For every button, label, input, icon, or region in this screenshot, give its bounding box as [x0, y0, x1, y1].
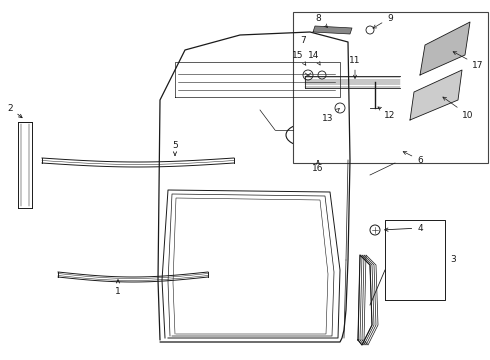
- Text: 5: 5: [172, 140, 178, 155]
- Ellipse shape: [286, 124, 324, 146]
- Text: 7: 7: [300, 36, 306, 45]
- Text: 6: 6: [403, 152, 423, 165]
- Text: 3: 3: [450, 256, 456, 265]
- Text: 13: 13: [322, 108, 340, 122]
- Text: 11: 11: [349, 55, 361, 78]
- Text: 17: 17: [453, 52, 484, 69]
- Bar: [293, 12, 488, 163]
- Polygon shape: [313, 26, 352, 34]
- Text: 10: 10: [443, 97, 474, 120]
- Text: 8: 8: [315, 14, 327, 27]
- Polygon shape: [420, 22, 470, 75]
- Text: 14: 14: [308, 50, 320, 65]
- Polygon shape: [410, 70, 462, 120]
- Text: 4: 4: [385, 224, 423, 233]
- Text: 12: 12: [378, 107, 396, 120]
- Text: 1: 1: [115, 280, 121, 297]
- Polygon shape: [296, 130, 316, 142]
- Text: 2: 2: [7, 104, 22, 118]
- Text: 15: 15: [292, 50, 306, 65]
- Text: 16: 16: [312, 161, 324, 172]
- Text: 9: 9: [373, 14, 393, 28]
